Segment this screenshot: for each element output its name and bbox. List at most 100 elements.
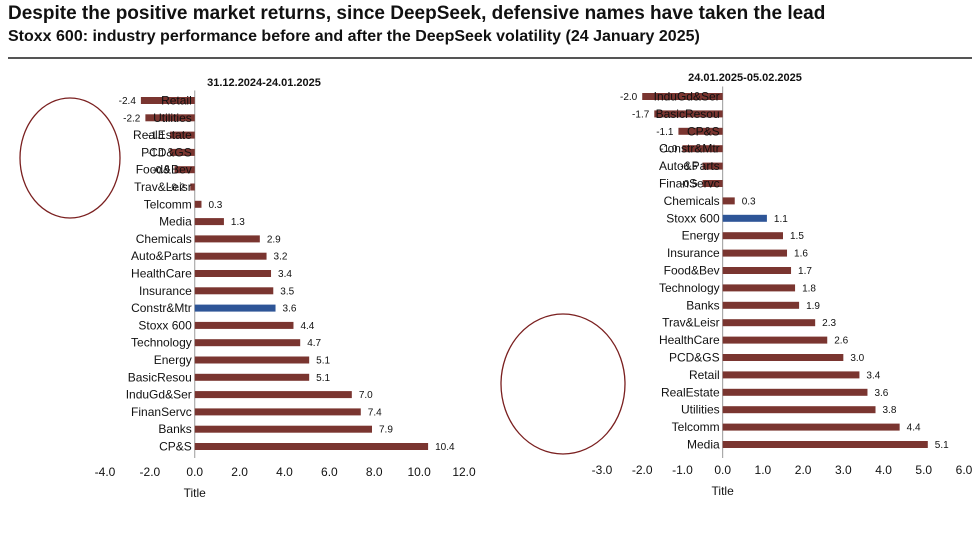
bar (722, 441, 928, 448)
page-subtitle: Stoxx 600: industry performance before a… (8, 28, 700, 45)
data-label: 4.4 (300, 321, 314, 332)
bar (194, 339, 301, 347)
data-label: 1.1 (774, 214, 788, 225)
category-label: Banks (158, 422, 191, 436)
bar (140, 97, 195, 104)
category-label: HealthCare (131, 267, 192, 281)
category-label: RealEstate (133, 128, 192, 142)
bar (194, 373, 310, 381)
data-label: 2.3 (822, 318, 836, 329)
data-label: 3.4 (866, 370, 880, 381)
bar (170, 148, 195, 156)
x-tick-label: 4.0 (875, 463, 892, 477)
category-label: Chemicals (664, 194, 720, 208)
category-label: Technology (131, 336, 192, 350)
bar (194, 391, 352, 399)
bar (190, 183, 195, 191)
bar (722, 354, 844, 361)
bar (722, 214, 767, 222)
category-label: CP&S (687, 124, 720, 138)
bar (194, 270, 272, 277)
data-label: 1.9 (806, 301, 820, 312)
bar (194, 252, 267, 260)
bar (194, 304, 276, 312)
bar (702, 162, 723, 170)
category-label: Stoxx 600 (666, 211, 720, 225)
data-label: -1.7 (632, 109, 650, 120)
bar (722, 319, 816, 327)
category-label: Insurance (667, 246, 720, 260)
category-label: PCD&GS (669, 351, 720, 365)
bar (722, 406, 876, 414)
category-label: Retail (689, 368, 720, 382)
category-label: Food&Bev (136, 163, 192, 177)
category-label: InduGd&Ser (654, 90, 720, 104)
x-tick-label: 0.0 (186, 465, 203, 479)
bar (702, 180, 723, 187)
bar (194, 408, 361, 416)
data-label: 5.1 (935, 440, 949, 451)
x-tick-label: 12.0 (452, 465, 476, 479)
category-label: FinanServc (131, 405, 192, 419)
bar (194, 218, 224, 226)
category-label: HealthCare (659, 333, 720, 347)
chart-left: 31.12.2024-24.01.2025 Retail -2.4 Utilities… (19, 77, 476, 500)
category-label: CP&S (159, 440, 192, 454)
data-label: 5.1 (316, 356, 330, 367)
x-tick-label: -2.0 (632, 463, 653, 477)
data-label: 2.6 (834, 336, 848, 347)
data-label: 10.4 (435, 442, 455, 453)
x-tick-label: 3.0 (835, 463, 852, 477)
bar (145, 114, 195, 122)
category-label: Technology (659, 281, 720, 295)
data-label: 5.1 (316, 373, 330, 384)
data-label: -1.1 (148, 131, 166, 142)
x-tick-label: -2.0 (140, 465, 161, 479)
category-label: Telcomm (144, 197, 192, 211)
bar (194, 287, 274, 295)
bar (174, 166, 195, 174)
data-label: 4.7 (307, 338, 321, 349)
bar (722, 388, 868, 396)
category-label: Retail (161, 94, 192, 108)
category-label: FinanServc (659, 177, 720, 191)
data-label: -1.1 (656, 127, 674, 138)
x-axis-label: Title (712, 484, 735, 498)
bar (722, 371, 860, 379)
bar (194, 443, 429, 450)
category-label: Trav&Leisr (134, 180, 192, 194)
x-tick-label: 5.0 (915, 463, 932, 477)
category-label: PCD&GS (141, 145, 192, 159)
bar (194, 321, 294, 329)
bar (722, 336, 828, 344)
data-label: -0.2 (168, 183, 186, 194)
bar (722, 284, 796, 292)
x-tick-label: -1.0 (672, 463, 693, 477)
x-tick-label: 6.0 (956, 463, 973, 477)
bar (722, 423, 900, 431)
bar (678, 127, 723, 135)
category-label: Stoxx 600 (138, 318, 192, 332)
data-label: 3.0 (850, 353, 864, 364)
bar (722, 267, 792, 274)
header-divider (8, 57, 972, 59)
bar (194, 235, 260, 243)
category-label: Utilities (153, 111, 192, 125)
x-tick-label: 2.0 (231, 465, 248, 479)
data-label: 1.7 (798, 266, 812, 277)
data-label: 3.6 (874, 388, 888, 399)
category-label: Insurance (139, 284, 192, 298)
category-label: Energy (682, 229, 720, 243)
data-label: 1.3 (231, 217, 245, 228)
bar (722, 249, 788, 257)
data-label: 3.6 (283, 304, 297, 315)
bar (170, 131, 195, 139)
x-tick-label: 4.0 (276, 465, 293, 479)
data-label: 2.9 (267, 234, 281, 245)
category-label: Auto&Parts (659, 159, 720, 173)
bar (654, 110, 723, 118)
data-label: 7.4 (368, 407, 382, 418)
x-tick-label: -4.0 (95, 465, 116, 479)
data-label: 4.4 (907, 423, 921, 434)
data-label: 0.3 (208, 200, 222, 211)
